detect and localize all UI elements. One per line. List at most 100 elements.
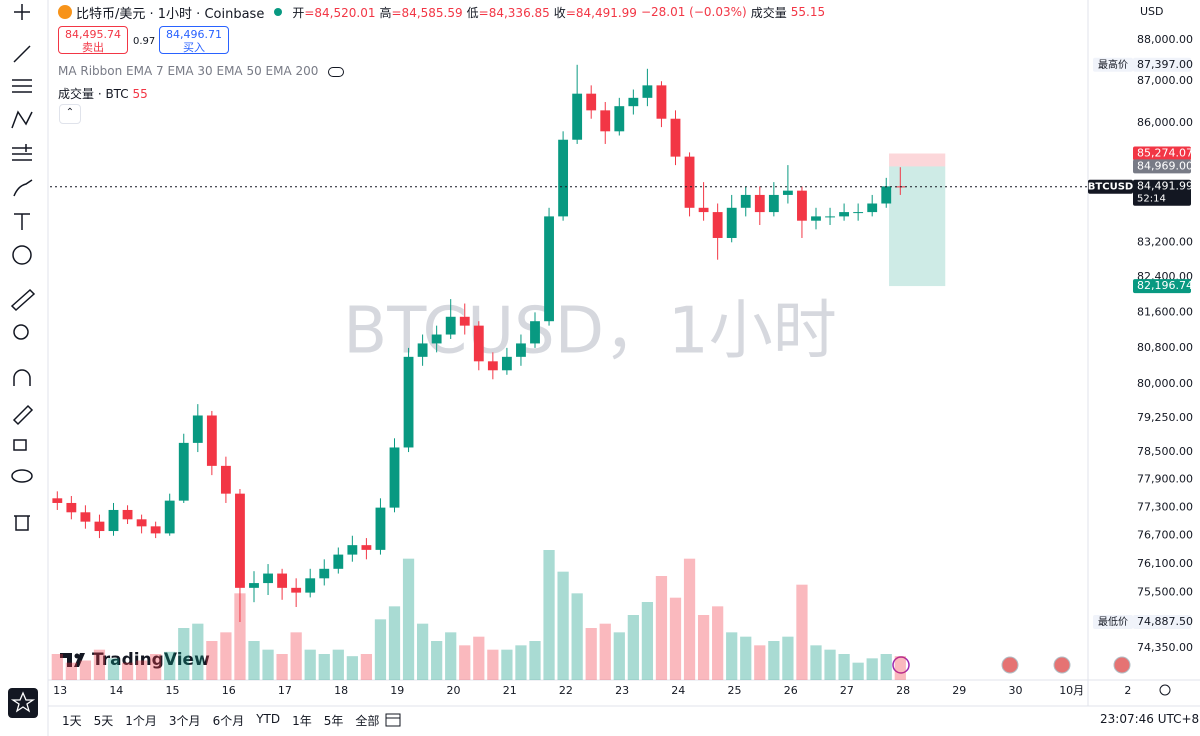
candle-body [586,93,597,111]
ohlc-value: =84,336.85 [478,5,550,20]
settings-icon[interactable] [1159,684,1171,696]
candle-body [782,190,793,195]
sell-button[interactable]: 84,495.74 卖出 [58,26,128,54]
x-tick-label: 27 [840,684,854,697]
x-tick-label: 13 [53,684,67,697]
date-range-icon[interactable] [385,713,401,727]
ribbon-indicator[interactable]: MA Ribbon EMA 7 EMA 30 EMA 50 EMA 200 [58,64,345,78]
volume-bar [557,571,569,680]
symbol[interactable]: 比特币/美元 · 1小时 · Coinbase [76,6,265,22]
volume-bar [107,658,120,680]
delete-tool[interactable] [14,515,30,531]
volume-bar [501,649,513,680]
x-tick-label: 2 [1124,684,1131,697]
clock[interactable]: 23:07:46 UTC+8 [1100,712,1200,726]
x-tick-label: 21 [503,684,517,697]
header: 比特币/美元 · 1小时 · Coinbase 开=84,520.01 高=84,… [58,4,826,22]
x-tick-label: 18 [334,684,348,697]
ohlc-key: 开 [292,5,305,20]
volume-bar [740,636,752,680]
ruler-tool[interactable] [10,288,36,312]
eye-icon[interactable] [328,66,345,77]
range-button[interactable]: 6个月 [212,714,245,728]
ohlc-key: 低 [466,5,479,20]
volume-bar [585,628,597,680]
candle-body [150,526,161,534]
volume-bar [894,656,906,680]
volume-bar [206,641,218,680]
magnet-tool[interactable] [13,369,31,386]
pattern-tool[interactable] [11,110,33,129]
volume-bar [796,584,808,680]
volume-bar [866,658,878,680]
volume-bar [838,654,850,680]
volume-bar [150,654,162,680]
zoom-tool[interactable] [13,324,29,340]
candle-body [375,507,386,550]
candle-body [853,212,864,214]
buy-label: 买入 [183,41,205,54]
volume-bar [65,662,77,680]
range-button[interactable]: 5年 [323,714,344,728]
brand-dot [74,653,80,659]
candle-body [263,573,273,584]
volume-bar [276,654,288,680]
price-tag-box [1093,57,1133,72]
lock-draw-tool[interactable] [12,404,34,426]
range-button[interactable]: 5天 [93,714,114,728]
volume-bar [726,632,738,680]
brand-logo [60,653,85,667]
y-tick-label: 79,250.00 [1137,411,1193,424]
emoji-tool[interactable] [12,245,32,265]
currency[interactable]: USD [1140,5,1164,18]
crosshair-tool[interactable] [14,4,30,20]
range-button[interactable]: 1天 [62,714,82,728]
range-button[interactable]: 3个月 [168,714,201,728]
volume: 55.15 [790,5,826,19]
volume-indicator[interactable]: 成交量 · BTC 55 [58,85,148,102]
candle-body [530,321,540,344]
volume-bar [332,649,344,680]
candle-body [108,509,119,532]
price-label-box [1133,279,1191,294]
brush-tool[interactable] [13,179,33,197]
candle-body [417,343,428,357]
y-tick-label: 75,500.00 [1137,586,1193,599]
candle-body [684,156,695,208]
price-tag: 最高价 [1098,58,1128,71]
lock-tool[interactable] [13,439,27,451]
volume-bar [515,645,527,680]
range-button[interactable]: 1个月 [125,714,157,728]
trendline-tool[interactable] [13,45,31,63]
text-tool[interactable] [14,213,30,230]
range-button[interactable]: 1年 [292,714,312,728]
volume-bar [135,660,148,680]
hide-tool[interactable] [11,469,33,483]
ohlc-value: =84,585.59 [391,5,463,20]
buy-button[interactable]: 84,496.71 买入 [159,26,229,54]
y-tick-label: 76,700.00 [1137,529,1193,542]
candle-body [192,415,203,443]
event-icon[interactable] [1113,656,1131,674]
price-label: 84,969.00 [1137,159,1193,172]
price-tag-box [1088,179,1133,194]
x-tick-label: 10月 [1059,684,1084,697]
event-icon[interactable] [892,656,910,674]
event-icon[interactable] [1001,656,1019,674]
range-button[interactable]: YTD [256,712,281,726]
candle-body [220,465,231,494]
volume-bar [431,641,443,680]
forecast-tool[interactable] [12,144,32,161]
candle-body [839,212,850,217]
volume-bar [445,632,457,680]
event-icon[interactable] [1053,656,1071,674]
favorites-button[interactable] [8,688,38,718]
x-tick-label: 23 [615,684,629,697]
volume-bar [360,654,373,680]
candle-body [825,216,835,218]
price-label-box [1133,146,1191,161]
collapse-button[interactable]: ⌃ [59,104,81,124]
fib-tool[interactable] [12,79,32,93]
range-button[interactable]: 全部 [355,714,380,728]
